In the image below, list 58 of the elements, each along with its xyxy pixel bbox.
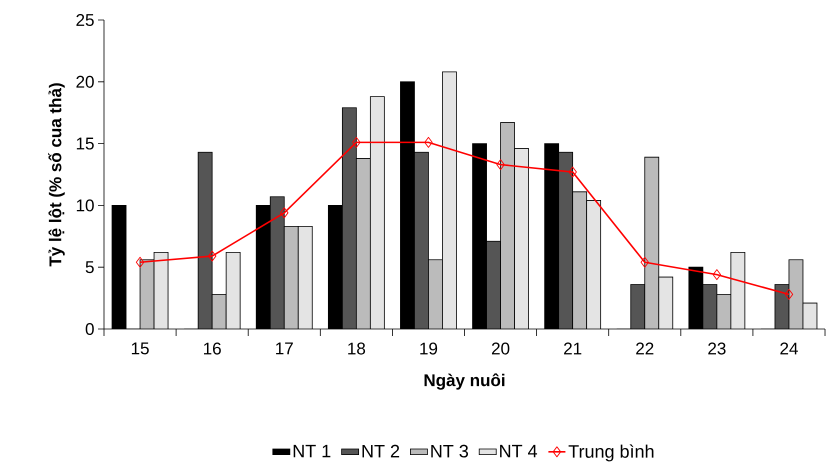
x-tick-label: 21: [564, 342, 582, 354]
point: [280, 207, 288, 218]
y-tick-label: 5: [86, 261, 94, 274]
bar: [788, 259, 804, 329]
x-tick-label: 22: [636, 342, 654, 354]
bar: [558, 152, 573, 329]
bar: [572, 192, 587, 329]
bar: [356, 158, 370, 329]
bar: [298, 226, 312, 329]
bar: [154, 252, 168, 329]
bar: [586, 200, 601, 329]
bar: [414, 152, 428, 329]
legend-label: NT 3: [431, 444, 468, 458]
bar: [644, 157, 659, 329]
point: [784, 288, 794, 300]
x-tick-label: 16: [204, 342, 221, 355]
legend-label: NT 1: [294, 444, 330, 458]
x-tick-label: 20: [492, 342, 510, 355]
legend-label: Trung bình: [568, 444, 654, 462]
y-tick-label: 20: [76, 76, 94, 88]
legend-label: NT 2: [362, 444, 400, 458]
bar: [702, 284, 717, 329]
point: [136, 256, 144, 268]
x-tick-label: 24: [780, 342, 798, 354]
bar: [226, 252, 240, 329]
bar: [284, 226, 298, 329]
y-tick-label: 10: [76, 199, 94, 212]
x-tick-label: 19: [420, 342, 438, 355]
bar: [370, 96, 384, 329]
bar: [486, 241, 501, 329]
y-tick-label: 25: [76, 14, 94, 26]
x-tick-label: 17: [276, 342, 293, 354]
point: [640, 256, 649, 268]
point: [496, 159, 505, 170]
y-tick-label: 0: [86, 322, 94, 336]
bar: [500, 122, 515, 329]
x-tick-label: 18: [348, 342, 366, 355]
bar: [658, 277, 673, 329]
bar: [198, 152, 212, 329]
point: [352, 136, 361, 148]
legend-label: NT 4: [500, 444, 538, 458]
bar: [212, 294, 226, 329]
x-tick-label: 23: [708, 342, 726, 355]
x-axis-title: Ngày nuôi: [424, 373, 504, 390]
bar: [270, 196, 284, 329]
bar: [428, 260, 442, 329]
point: [208, 250, 216, 262]
bar: [716, 294, 731, 329]
point: [568, 166, 577, 178]
bar: [514, 148, 529, 329]
bar: [342, 108, 356, 329]
y-axis-title: Tỷ lệ lột (% số cua thả): [48, 83, 65, 266]
x-tick-label: 15: [132, 342, 149, 354]
point: [424, 136, 433, 148]
bar: [442, 72, 456, 329]
point: [712, 269, 722, 280]
bar: [630, 284, 645, 329]
y-tick-label: 15: [76, 138, 94, 150]
